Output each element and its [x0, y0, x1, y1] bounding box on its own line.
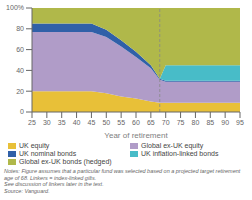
svg-text:75: 75	[177, 119, 185, 126]
svg-text:60: 60	[16, 46, 24, 53]
html-text:UK nominal bonds: UK nominal bonds	[19, 150, 77, 157]
html-text:UK inflation-linked bonds: UK inflation-linked bonds	[141, 150, 219, 157]
html-text:Global ex-UK equity: Global ex-UK equity	[141, 142, 204, 149]
svg-text:65: 65	[147, 119, 155, 126]
html-text:Notes: Figure assumes that a p: Notes: Figure assumes that a particular …	[4, 168, 241, 188]
svg-text:55: 55	[117, 119, 125, 126]
svg-text:70: 70	[162, 119, 170, 126]
svg-text:90: 90	[221, 119, 229, 126]
html-text:Global ex-UK bonds (hedged): Global ex-UK bonds (hedged)	[19, 158, 112, 165]
svg-text:100%: 100%	[8, 4, 24, 11]
svg-text:40: 40	[73, 119, 81, 126]
svg-text:60: 60	[132, 119, 140, 126]
svg-text:45: 45	[88, 119, 96, 126]
svg-text:30: 30	[43, 119, 51, 126]
svg-text:0: 0	[20, 108, 24, 115]
svg-text:50: 50	[102, 119, 110, 126]
svg-text:20: 20	[16, 88, 24, 95]
svg-text:35: 35	[58, 119, 66, 126]
svg-text:95: 95	[236, 119, 244, 126]
html-text:Source: Vanguard.: Source: Vanguard.	[4, 187, 50, 194]
svg-text:80: 80	[192, 119, 200, 126]
svg-text:80: 80	[16, 25, 24, 32]
svg-text:25: 25	[28, 119, 36, 126]
html-text:UK equity: UK equity	[19, 142, 50, 149]
svg-text:Year of retirement: Year of retirement	[104, 131, 168, 140]
svg-text:85: 85	[206, 119, 214, 126]
svg-text:40: 40	[16, 67, 24, 74]
